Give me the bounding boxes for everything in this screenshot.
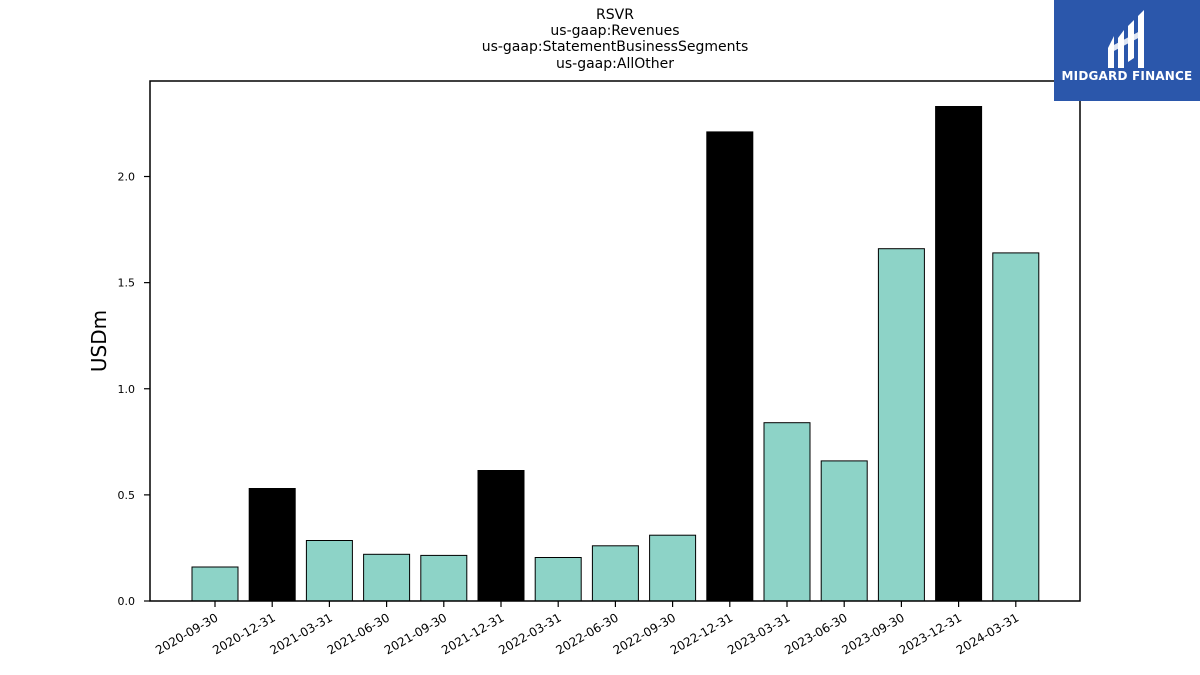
bar-2020-09-30 (191, 566, 239, 602)
midgard-finance-logo: MIDGARD FINANCE (1054, 0, 1200, 101)
bar-2020-12-31 (248, 488, 296, 602)
x-tick-label: 2023-12-31 (897, 610, 964, 657)
y-tick-label: 1.5 (118, 277, 136, 290)
title-line-3: us-gaap:StatementBusinessSegments (481, 39, 749, 55)
bar-2022-03-31 (534, 557, 582, 602)
x-tick-label: 2023-03-31 (725, 610, 792, 657)
x-tick-label: 2021-12-31 (439, 610, 506, 657)
x-tick-label: 2021-03-31 (267, 610, 334, 657)
bar-2023-09-30 (877, 248, 925, 602)
x-tick-label: 2023-09-30 (839, 610, 906, 657)
bar-2022-06-30 (591, 545, 639, 602)
bar-2023-12-31 (935, 106, 983, 602)
y-tick-label: 0.5 (118, 489, 136, 502)
x-tick-label: 2024-03-31 (954, 610, 1021, 657)
x-tick-label: 2021-06-30 (325, 610, 392, 657)
x-tick-label: 2022-06-30 (553, 610, 620, 657)
x-tick-label: 2020-09-30 (153, 610, 220, 657)
bar-2021-12-31 (477, 470, 525, 602)
x-tick-label: 2023-06-30 (782, 610, 849, 657)
title-line-2: us-gaap:Revenues (550, 23, 680, 39)
x-tick-label: 2021-09-30 (382, 610, 449, 657)
x-tick-label: 2020-12-31 (210, 610, 277, 657)
title-line-1: RSVR (596, 7, 634, 23)
x-tick-label: 2022-03-31 (496, 610, 563, 657)
y-tick-label: 1.0 (118, 383, 136, 396)
title-line-4: us-gaap:AllOther (556, 56, 674, 72)
y-tick-label: 0.0 (118, 595, 136, 608)
bar-2024-03-31 (992, 252, 1040, 602)
logo-mark-icon (1108, 10, 1144, 68)
x-tick-label: 2022-12-31 (668, 610, 735, 657)
bar-2023-06-30 (820, 460, 868, 602)
bar-2023-03-31 (763, 422, 811, 602)
bar-2021-09-30 (420, 554, 468, 602)
bar-2022-12-31 (706, 131, 754, 602)
bar-2021-03-31 (305, 540, 353, 602)
y-tick-label: 2.0 (118, 171, 136, 184)
logo-text: MIDGARD FINANCE (1061, 69, 1193, 83)
bar-2021-06-30 (363, 553, 411, 602)
x-tick-label: 2022-09-30 (611, 610, 678, 657)
y-axis-label: USDm (87, 310, 111, 372)
bar-2022-09-30 (649, 534, 697, 602)
